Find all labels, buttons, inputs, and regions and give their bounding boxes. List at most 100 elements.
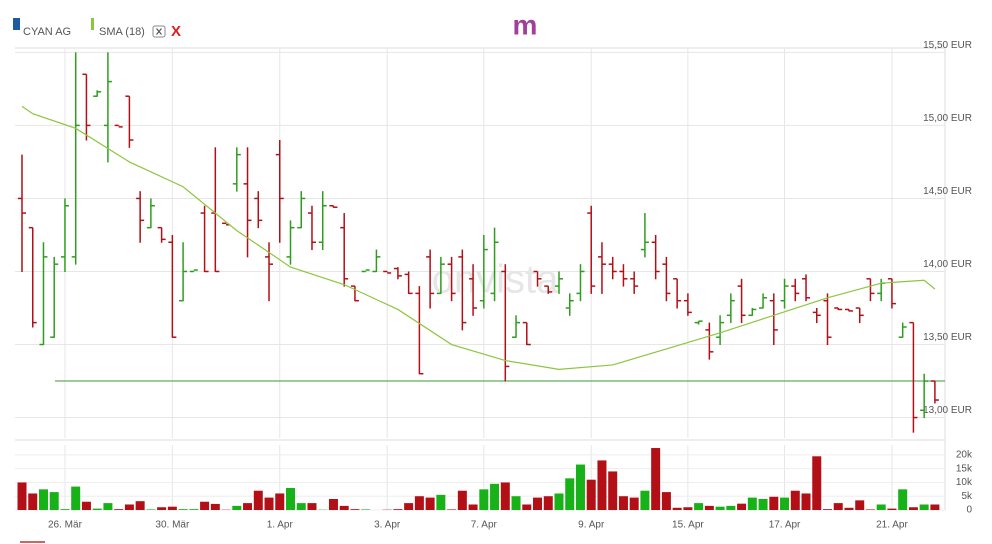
volume-bar (672, 507, 682, 510)
legend-label: SMA (18) (99, 26, 145, 38)
volume-bar (447, 509, 457, 510)
volume-bar (919, 504, 929, 510)
volume-tick-label: 15k (956, 463, 973, 474)
volume-bar (908, 507, 918, 510)
volume-bar (28, 493, 38, 510)
volume-bar (683, 507, 693, 510)
volume-bar (457, 490, 467, 510)
volume-bar (307, 503, 317, 510)
volume-bar (232, 505, 242, 510)
volume-bar (71, 486, 81, 510)
volume-bar (747, 497, 757, 510)
legend-swatch (13, 18, 20, 30)
volume-bar (264, 497, 274, 510)
volume-bar (296, 503, 306, 510)
volume-bar (414, 496, 424, 510)
volume-bar (575, 464, 585, 510)
volume-bar (328, 498, 338, 510)
volume-bar (60, 509, 70, 510)
y-tick-label: 15,50 EUR (923, 40, 972, 51)
volume-bar (361, 509, 371, 510)
volume-bar (253, 490, 263, 510)
y-tick-label: 14,50 EUR (923, 186, 972, 197)
volume-bar (801, 493, 811, 510)
volume-bar (522, 504, 532, 510)
y-tick-label: 13,50 EUR (923, 332, 972, 343)
legend-swatch (91, 18, 94, 30)
volume-bar (393, 509, 403, 510)
volume-bar (81, 501, 91, 510)
volume-bar (651, 448, 661, 510)
remove-icon-cross (156, 28, 162, 35)
volume-tick-label: 5k (961, 491, 973, 502)
volume-bar (210, 503, 220, 510)
volume-bar (339, 505, 349, 510)
volume-bar (694, 503, 704, 510)
volume-bar (833, 503, 843, 510)
volume-bar (887, 508, 897, 510)
volume-bar (629, 497, 639, 510)
volume-bar (114, 509, 124, 510)
volume-bar (586, 479, 596, 510)
volume-bar (790, 490, 800, 510)
volume-bar (200, 501, 210, 510)
volume-bar (167, 506, 177, 510)
volume-bar (49, 492, 59, 510)
volume-bar (812, 456, 822, 510)
x-tick-label: 3. Apr (374, 520, 401, 531)
x-tick-label: 26. Mär (48, 520, 83, 531)
volume-bar (17, 482, 27, 510)
volume-bar (479, 489, 489, 510)
volume-bar (823, 509, 832, 510)
volume-bar (275, 493, 285, 510)
volume-bar (930, 504, 940, 510)
volume-bar (661, 492, 671, 510)
volume-bar (608, 471, 618, 510)
volume-bar (737, 503, 747, 510)
volume-bar (844, 507, 854, 510)
volume-bar (135, 501, 145, 510)
remove-button[interactable]: X (171, 23, 181, 40)
logo: m (513, 9, 538, 40)
volume-bar (855, 500, 865, 510)
volume-bar (425, 497, 435, 510)
y-tick-label: 15,00 EUR (923, 113, 972, 124)
sma-line (21, 105, 936, 370)
volume-bar (704, 505, 714, 510)
volume-bar (543, 496, 553, 510)
volume-bar (865, 509, 875, 510)
volume-tick-label: 0 (966, 505, 972, 516)
x-tick-label: 30. Mär (155, 520, 190, 531)
x-tick-label: 15. Apr (672, 520, 704, 531)
volume-bar (876, 504, 886, 510)
volume-bar (404, 503, 414, 510)
volume-tick-label: 20k (956, 450, 973, 461)
volume-bar (597, 460, 607, 510)
volume-bar (715, 506, 725, 510)
volume-bar (178, 509, 188, 510)
x-tick-label: 7. Apr (471, 520, 498, 531)
volume-bar (124, 504, 134, 510)
volume-tick-label: 10k (956, 477, 973, 488)
legend-label: CYAN AG (23, 26, 71, 38)
volume-bar (189, 509, 199, 510)
volume-bar (726, 505, 736, 510)
volume-bar (769, 496, 779, 510)
x-tick-label: 17. Apr (769, 520, 801, 531)
volume-bar (286, 487, 295, 510)
volume-bar (758, 498, 768, 510)
y-tick-label: 14,00 EUR (923, 259, 972, 270)
volume-bar (511, 496, 521, 510)
volume-bar (554, 493, 564, 510)
volume-bar (618, 496, 628, 510)
x-tick-label: 9. Apr (578, 520, 605, 531)
volume-bar (436, 494, 446, 510)
x-tick-label: 21. Apr (876, 520, 908, 531)
volume-bar (565, 478, 575, 510)
volume-bar (157, 507, 167, 510)
volume-bar (468, 504, 478, 510)
x-tick-label: 1. Apr (267, 520, 294, 531)
volume-bar (38, 489, 48, 510)
volume-bar (92, 508, 102, 510)
